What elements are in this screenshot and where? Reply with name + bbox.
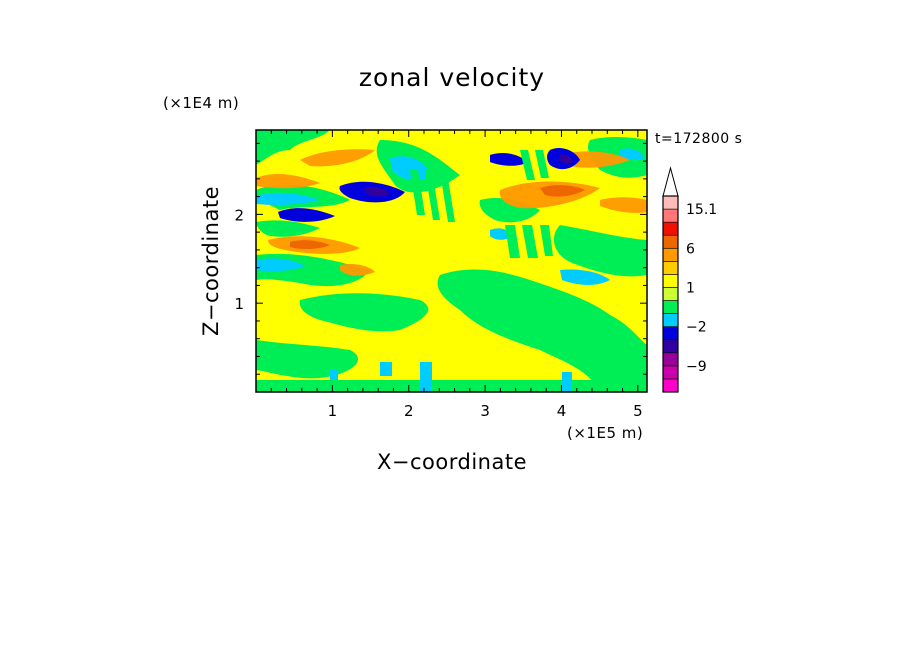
colorbar-segment xyxy=(662,234,679,249)
colorbar-tick-label: 6 xyxy=(686,241,695,257)
time-label: t=172800 s xyxy=(655,131,742,147)
colorbar-segment xyxy=(662,313,679,327)
colorbar-tick-label: 1 xyxy=(686,280,695,296)
colorbar-extend-arrow xyxy=(662,166,679,197)
x-axis-unit: (×1E5 m) xyxy=(567,424,643,442)
y-axis-ticks: 12 xyxy=(234,142,647,375)
y-tick-label: 2 xyxy=(234,206,244,224)
level-dark-orange-regions xyxy=(290,185,585,250)
x-axis-ticks: 1 2 3 4 5 xyxy=(270,130,643,420)
colorbar-segment xyxy=(662,300,679,314)
colorbar-segment xyxy=(662,274,679,288)
colorbar-segment xyxy=(662,195,679,210)
colorbar: 15.1 6 1 −2 −9 xyxy=(662,166,717,393)
y-tick-label: 1 xyxy=(234,295,244,313)
colorbar-segment xyxy=(662,378,679,393)
x-axis-label: X−coordinate xyxy=(377,450,527,474)
y-axis-label: Z−coordinate xyxy=(199,186,223,336)
colorbar-segment xyxy=(662,326,679,341)
colorbar-frame xyxy=(662,195,679,393)
colorbar-segment xyxy=(662,287,679,301)
contour-field xyxy=(256,130,647,392)
colorbar-segment xyxy=(662,247,679,262)
colorbar-tick-label: −9 xyxy=(686,359,707,375)
colorbar-segment xyxy=(662,261,679,275)
x-tick-label: 3 xyxy=(480,402,490,420)
level-indigo-regions xyxy=(365,154,573,197)
colorbar-segment xyxy=(662,221,679,236)
level-cyan-regions xyxy=(256,148,645,392)
chart-title: zonal velocity xyxy=(359,63,545,92)
x-tick-label: 4 xyxy=(557,402,567,420)
x-tick-label: 5 xyxy=(633,402,643,420)
colorbar-tick-label: 15.1 xyxy=(686,202,717,218)
colorbar-segment xyxy=(662,365,679,380)
x-tick-label: 1 xyxy=(328,402,338,420)
colorbar-segment xyxy=(662,339,679,354)
colorbar-segment xyxy=(662,208,679,223)
colorbar-tick-label: −2 xyxy=(686,320,707,336)
plot-frame xyxy=(255,129,648,393)
wave-striations xyxy=(410,150,553,258)
level-green-regions xyxy=(256,130,647,392)
y-axis-unit: (×1E4 m) xyxy=(163,94,239,112)
x-tick-label: 2 xyxy=(404,402,414,420)
colorbar-segment xyxy=(662,352,679,367)
